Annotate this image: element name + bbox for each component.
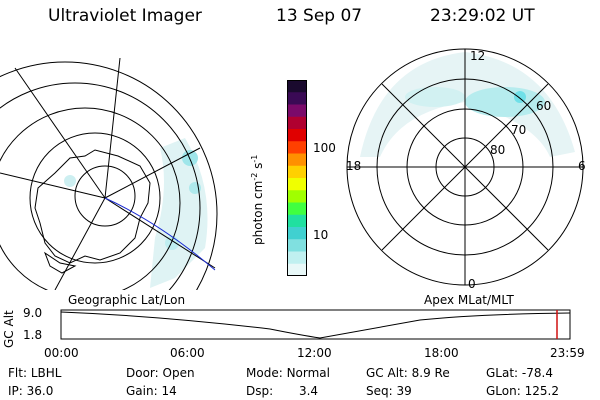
- info-glon: GLon: 125.2: [486, 384, 559, 398]
- colorbar-swatch: [287, 92, 307, 105]
- colorbar-tick-10: 10: [313, 228, 329, 242]
- colorbar-swatch: [287, 80, 307, 93]
- info-gc-alt: GC Alt: 8.9 Re: [366, 366, 450, 380]
- info-gain: Gain: 14: [126, 384, 177, 398]
- magnetic-polar-plot: 12 18 6 0 60 70 80: [346, 48, 586, 291]
- colorbar-swatch: [287, 227, 307, 240]
- timeline-xtick-3: 18:00: [424, 346, 459, 360]
- mlt-label-18: 18: [346, 159, 361, 173]
- mlt-label-0: 0: [468, 277, 476, 291]
- mlat-label-60: 60: [536, 99, 551, 113]
- colorbar-swatch: [287, 214, 307, 228]
- colorbar-swatch: [287, 153, 307, 167]
- colorbar-swatch: [287, 202, 307, 216]
- colorbar-tick-100: 100: [313, 141, 336, 155]
- info-door: Door: Open: [126, 366, 195, 380]
- timeline-xtick-4: 23:59: [550, 346, 585, 360]
- geographic-map: [0, 57, 218, 290]
- colorbar-unit-label: photon cm-2 s-1: [250, 154, 265, 245]
- timeline-xtick-1: 06:00: [170, 346, 205, 360]
- info-seq: Seq: 39: [366, 384, 412, 398]
- timeline-xtick-2: 12:00: [297, 346, 332, 360]
- colorbar-swatch: [287, 141, 307, 154]
- magnetic-projection-label: Apex MLat/MLT: [424, 293, 514, 307]
- intensity-colorbar: [287, 80, 307, 277]
- timeline-axis-label: GC Alt: [2, 310, 16, 348]
- colorbar-swatch: [287, 104, 307, 118]
- observation-time: 23:29:02 UT: [430, 6, 535, 26]
- colorbar-swatch: [287, 178, 307, 191]
- info-mode: Mode: Normal: [246, 366, 330, 380]
- altitude-timeline: [60, 309, 571, 340]
- info-dsp: Dsp: 3.4: [246, 384, 319, 398]
- timeline-ytick-max: 9.0: [23, 306, 43, 320]
- instrument-title: Ultraviolet Imager: [48, 6, 202, 26]
- timeline-xtick-0: 00:00: [44, 346, 79, 360]
- aurora-emission-right: [360, 52, 575, 157]
- geographic-projection-label: Geographic Lat/Lon: [68, 293, 186, 307]
- colorbar-swatch: [287, 239, 307, 252]
- colorbar-swatch: [287, 116, 307, 130]
- mlat-label-80: 80: [490, 143, 505, 157]
- colorbar-swatch: [287, 263, 307, 277]
- info-glat: GLat: -78.4: [486, 366, 553, 380]
- mlt-label-12: 12: [470, 49, 485, 63]
- aurora-emission-left: [64, 138, 208, 288]
- observation-date: 13 Sep 07: [276, 6, 363, 26]
- info-filter: Flt: LBHL: [8, 366, 62, 380]
- info-ip: IP: 36.0: [8, 384, 54, 398]
- mlat-label-70: 70: [511, 123, 526, 137]
- colorbar-swatch: [287, 129, 307, 142]
- colorbar-swatch: [287, 190, 307, 203]
- colorbar-swatch: [287, 165, 307, 179]
- timeline-ytick-min: 1.8: [23, 328, 43, 342]
- mlt-label-6: 6: [578, 159, 586, 173]
- colorbar-swatch: [287, 251, 307, 265]
